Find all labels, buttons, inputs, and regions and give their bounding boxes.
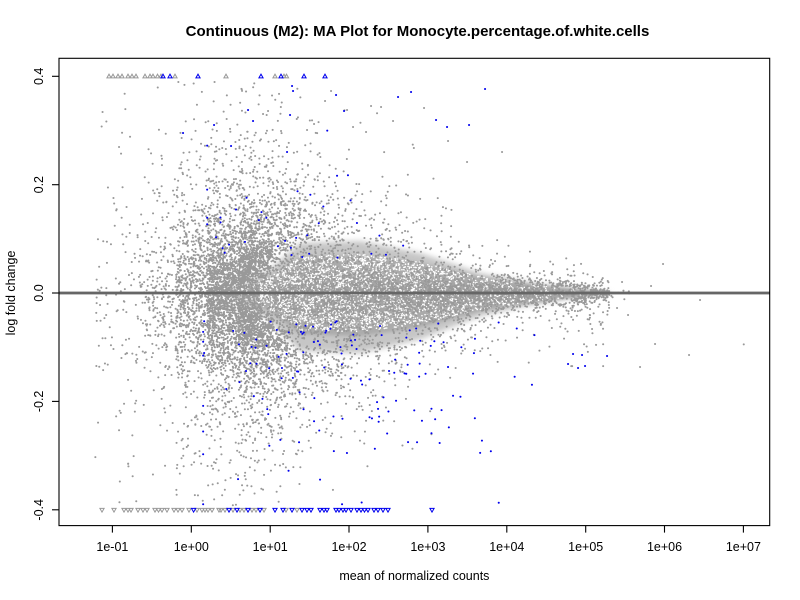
svg-text:1e+05: 1e+05: [568, 540, 603, 554]
svg-text:0.0: 0.0: [32, 284, 46, 301]
svg-text:-0.2: -0.2: [32, 391, 46, 413]
svg-text:mean of normalized counts: mean of normalized counts: [339, 569, 489, 583]
svg-text:1e+03: 1e+03: [410, 540, 445, 554]
svg-text:0.2: 0.2: [32, 176, 46, 193]
svg-text:1e+04: 1e+04: [489, 540, 524, 554]
svg-text:1e-01: 1e-01: [96, 540, 128, 554]
svg-text:1e+02: 1e+02: [331, 540, 366, 554]
svg-text:-0.4: -0.4: [32, 499, 46, 521]
svg-text:1e+00: 1e+00: [174, 540, 209, 554]
svg-text:Continuous (M2): MA Plot for M: Continuous (M2): MA Plot for Monocyte.pe…: [186, 23, 650, 40]
svg-text:1e+07: 1e+07: [726, 540, 761, 554]
svg-text:0.4: 0.4: [32, 68, 46, 85]
svg-text:1e+01: 1e+01: [253, 540, 288, 554]
svg-text:log fold change: log fold change: [4, 251, 18, 336]
svg-text:1e+06: 1e+06: [647, 540, 682, 554]
